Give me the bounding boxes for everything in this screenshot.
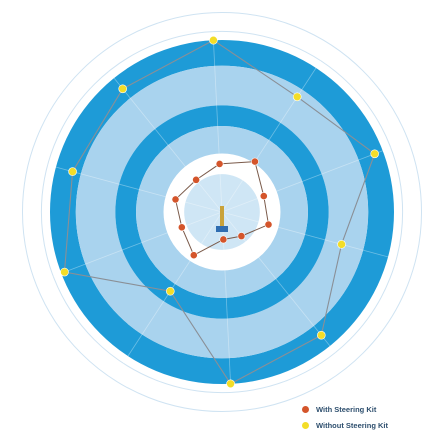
data-point [316, 330, 326, 340]
data-point [370, 149, 379, 159]
spoke [221, 60, 322, 213]
data-point [251, 157, 259, 166]
data-point [337, 240, 346, 249]
legend-dot-red [302, 405, 309, 413]
guide-circles [21, 11, 423, 413]
data-point [215, 160, 224, 168]
data-point [192, 175, 200, 184]
spoke [108, 71, 223, 213]
data-point [226, 379, 235, 389]
legend: With Steering Kit Without Steering Kit [302, 401, 428, 433]
guide-circle [21, 11, 423, 413]
data-point [209, 35, 218, 45]
legend-item-without-kit: Without Steering Kit [302, 417, 428, 433]
series-layer [60, 35, 379, 389]
data-point [118, 84, 128, 94]
spoke [212, 31, 223, 213]
spoke [221, 147, 391, 213]
legend-label: With Steering Kit [316, 404, 377, 414]
spoke [221, 211, 397, 260]
data-point [60, 267, 69, 277]
data-point [292, 92, 302, 102]
center-base [216, 226, 228, 232]
center-marker [216, 206, 228, 232]
spoke [53, 211, 223, 277]
spoke [122, 211, 223, 364]
series-with-kit [171, 157, 273, 260]
data-point [237, 232, 246, 241]
data-point [264, 220, 273, 229]
legend-dot-yellow [302, 421, 309, 429]
data-point [189, 251, 198, 260]
data-point [177, 223, 186, 232]
series-without-kit [60, 35, 379, 389]
legend-label: Without Steering Kit [316, 420, 389, 430]
legend-item-with-kit: With Steering Kit [302, 401, 428, 417]
ring-band [136, 126, 308, 298]
data-point [171, 195, 180, 204]
center-post [220, 206, 224, 232]
data-point [68, 167, 77, 176]
data-point [259, 192, 268, 200]
data-point [219, 235, 228, 244]
guide-circle [40, 30, 404, 394]
data-point [165, 286, 175, 296]
